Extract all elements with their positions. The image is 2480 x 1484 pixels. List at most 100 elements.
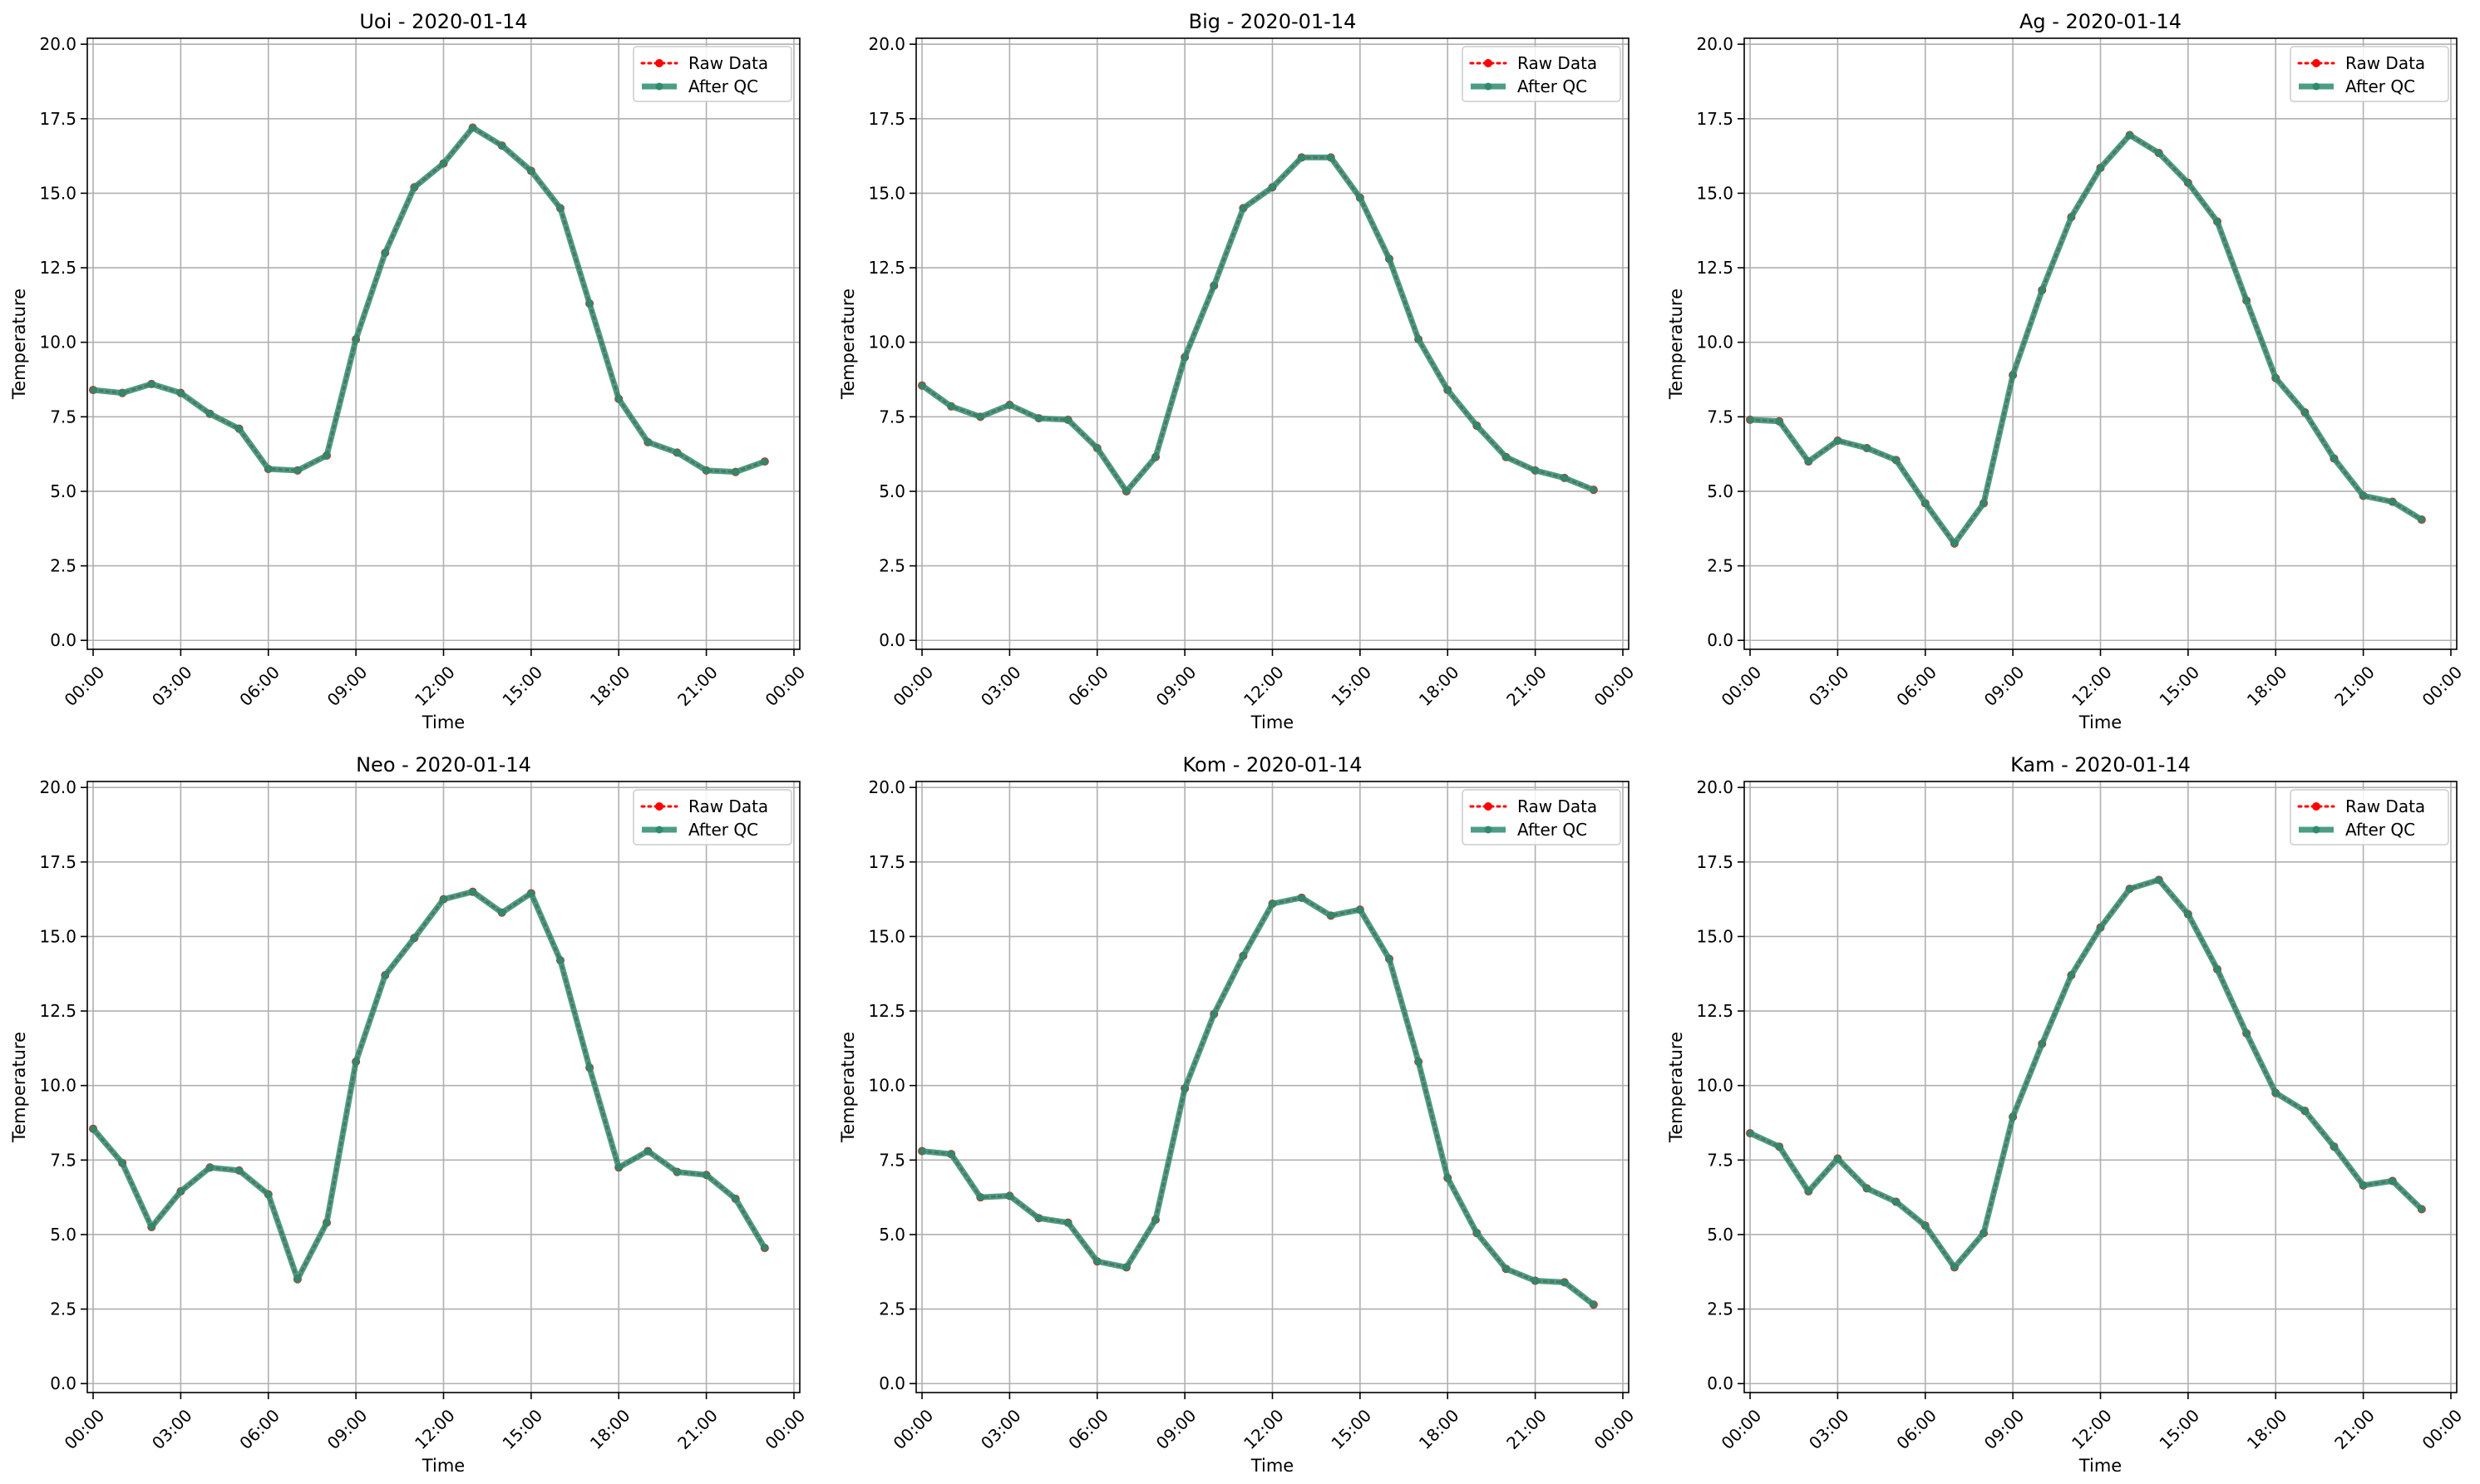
x-axis-label: Time bbox=[1250, 1456, 1294, 1476]
x-tick-label: 09:00 bbox=[1152, 662, 1201, 710]
point-after-qc bbox=[1531, 1277, 1540, 1285]
x-tick-label: 03:00 bbox=[1805, 662, 1853, 710]
legend-label-raw-data: Raw Data bbox=[1517, 796, 1597, 816]
point-after-qc bbox=[1501, 1265, 1510, 1273]
axes-frame bbox=[915, 781, 1630, 1393]
y-tick-label: 2.5 bbox=[1707, 1299, 1733, 1319]
x-tick-label: 21:00 bbox=[673, 1405, 722, 1453]
y-tick-label: 17.5 bbox=[868, 852, 905, 872]
y-tick-label: 15.0 bbox=[39, 926, 76, 946]
point-after-qc bbox=[1414, 1058, 1422, 1066]
legend-marker-after-qc bbox=[2312, 82, 2320, 91]
y-axis-label: Temperature bbox=[1666, 1032, 1686, 1143]
x-tick-label: 00:00 bbox=[1590, 1405, 1639, 1453]
y-tick-label: 12.5 bbox=[39, 1001, 76, 1021]
point-after-qc bbox=[469, 888, 477, 896]
legend-marker-after-qc bbox=[1484, 82, 1492, 91]
point-after-qc bbox=[1181, 1084, 1189, 1092]
point-after-qc bbox=[2038, 286, 2046, 294]
x-tick-label: 18:00 bbox=[1415, 1405, 1463, 1453]
legend-marker-after-qc bbox=[655, 826, 663, 834]
y-tick-label: 17.5 bbox=[1696, 109, 1733, 129]
x-tick-label: 15:00 bbox=[1327, 662, 1375, 710]
series-line-after-qc bbox=[92, 125, 767, 476]
point-after-qc bbox=[643, 438, 652, 446]
x-tick-label: 12:00 bbox=[2068, 1405, 2116, 1453]
point-after-qc bbox=[1356, 194, 1364, 202]
point-after-qc bbox=[1775, 1142, 1783, 1151]
y-tick-label: 2.5 bbox=[879, 1299, 905, 1319]
point-after-qc bbox=[1443, 1174, 1452, 1182]
point-after-qc bbox=[1327, 153, 1335, 161]
point-after-qc bbox=[1833, 436, 1842, 445]
grid-lines bbox=[1744, 38, 2457, 649]
subplot-3: Ag - 2020-01-14 00:00 03:00 06:00 09:00 12:00… bbox=[1666, 10, 2466, 732]
x-tick-label: 06:00 bbox=[1892, 1405, 1940, 1453]
y-tick-label: 7.5 bbox=[1707, 407, 1733, 426]
x-tick-label: 18:00 bbox=[2243, 662, 2291, 710]
y-tick-label: 12.5 bbox=[39, 258, 76, 278]
x-tick-label: 06:00 bbox=[1892, 662, 1940, 710]
legend-label-after-qc: After QC bbox=[688, 76, 758, 96]
point-after-qc bbox=[976, 1193, 984, 1201]
subplot-4: Neo - 2020-01-14 00:00 03:00 06:00 09:00 12:0… bbox=[9, 753, 809, 1476]
point-after-qc bbox=[410, 934, 418, 942]
point-after-qc bbox=[1064, 1219, 1072, 1227]
point-after-qc bbox=[1590, 486, 1598, 494]
point-after-qc bbox=[1005, 401, 1013, 409]
point-after-qc bbox=[2330, 1142, 2338, 1151]
point-after-qc bbox=[1269, 183, 1276, 191]
legend-label-raw-data: Raw Data bbox=[688, 796, 768, 816]
y-tick-label: 0.0 bbox=[1707, 630, 1733, 650]
point-after-qc bbox=[1892, 1198, 1901, 1206]
point-after-qc bbox=[1472, 1229, 1481, 1237]
point-after-qc bbox=[614, 1163, 623, 1171]
point-after-qc bbox=[976, 412, 984, 421]
point-after-qc bbox=[1356, 905, 1364, 914]
point-after-qc bbox=[235, 1166, 244, 1175]
y-tick-label: 17.5 bbox=[1696, 852, 1733, 872]
axes-frame bbox=[86, 781, 801, 1393]
point-after-qc bbox=[673, 1168, 681, 1176]
point-after-qc bbox=[2009, 1112, 2017, 1121]
legend-label-raw-data: Raw Data bbox=[2345, 53, 2425, 73]
series-line-after-qc bbox=[1748, 876, 2424, 1270]
legend: Raw Data After QC bbox=[633, 46, 792, 102]
x-tick-label: 15:00 bbox=[1327, 1405, 1375, 1453]
subplot-title: Kam - 2020-01-14 bbox=[2010, 753, 2191, 777]
point-after-qc bbox=[585, 1063, 594, 1072]
y-tick-label: 5.0 bbox=[879, 481, 905, 501]
x-tick-label: 00:00 bbox=[1718, 662, 1766, 710]
point-after-qc bbox=[1921, 1221, 1930, 1230]
y-axis-label: Temperature bbox=[838, 1032, 858, 1143]
y-tick-label: 15.0 bbox=[1696, 926, 1733, 946]
grid-lines bbox=[87, 781, 800, 1393]
x-tick-label: 00:00 bbox=[762, 1405, 810, 1453]
y-tick-label: 5.0 bbox=[1707, 1225, 1733, 1245]
y-tick-label: 20.0 bbox=[1696, 34, 1733, 54]
point-after-qc bbox=[527, 889, 535, 897]
y-tick-label: 10.0 bbox=[39, 333, 76, 353]
series-line-raw-data bbox=[920, 896, 1595, 1306]
legend: Raw Data After QC bbox=[2290, 789, 2449, 846]
point-after-qc bbox=[176, 1187, 185, 1196]
axes-frame bbox=[1743, 781, 2458, 1393]
point-after-qc bbox=[264, 465, 273, 473]
legend-label-raw-data: Raw Data bbox=[1517, 53, 1597, 73]
series-line-raw-data bbox=[1748, 878, 2423, 1270]
point-after-qc bbox=[2300, 408, 2309, 417]
subplot-1: Uoi - 2020-01-14 00:00 03:00 06:00 09:00 12:0… bbox=[9, 10, 809, 732]
point-after-qc bbox=[147, 1223, 155, 1231]
series-line-after-qc bbox=[91, 889, 767, 1283]
subplot-title: Big - 2020-01-14 bbox=[1189, 10, 1357, 33]
point-after-qc bbox=[1385, 254, 1393, 263]
x-tick-label: 21:00 bbox=[1502, 662, 1551, 710]
subplot-title: Neo - 2020-01-14 bbox=[356, 753, 531, 777]
point-after-qc bbox=[2155, 149, 2163, 157]
x-tick-label: 21:00 bbox=[1502, 1405, 1551, 1453]
point-after-qc bbox=[469, 124, 477, 132]
point-after-qc bbox=[1239, 952, 1247, 960]
point-after-qc bbox=[1181, 353, 1189, 362]
y-tick-label: 10.0 bbox=[39, 1076, 76, 1096]
point-after-qc bbox=[2271, 374, 2280, 382]
